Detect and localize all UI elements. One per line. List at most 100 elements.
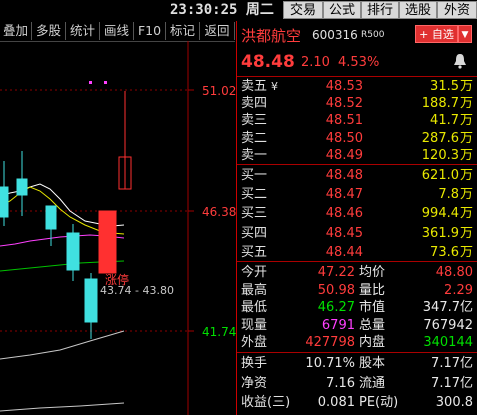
level-label: 卖四 [241, 96, 268, 112]
stat-row: 外盘 427798 内盘 340144 [237, 334, 477, 351]
tool-statistics[interactable]: 统计 [66, 22, 100, 40]
price-change: 2.10 [301, 55, 330, 70]
candle-today [118, 91, 132, 190]
level-unit: 万 [460, 113, 474, 129]
level-unit: 万 [460, 96, 474, 112]
stat-value: 48.80 [435, 265, 473, 280]
event-marker [89, 81, 92, 84]
level-mark: ¥ [271, 80, 278, 93]
clock: 23:30:25 周二 [170, 1, 274, 19]
level-price: 48.44 [325, 244, 363, 260]
stat-value: 340144 [423, 335, 473, 350]
stat-value: 427798 [305, 335, 355, 350]
level-label: 卖三 [241, 113, 268, 129]
price-label-high: 51.02 [202, 84, 236, 98]
menu-stock-picker[interactable]: 选股 [399, 1, 437, 19]
level-price: 48.49 [325, 147, 363, 163]
stat-value: 300.8 [435, 395, 473, 410]
orderbook-row[interactable]: 卖二 48.50 287.6 万 [237, 130, 477, 147]
level-volume: 994.4 [421, 206, 459, 222]
tool-overlay[interactable]: 叠加 [0, 22, 32, 40]
stat-label: PE(动) [359, 395, 399, 410]
level-volume: 7.8 [438, 187, 459, 203]
tool-f10[interactable]: F10 [134, 22, 166, 40]
orderbook-row[interactable]: 卖四 48.52 188.7 万 [237, 95, 477, 112]
level-price: 48.50 [325, 130, 363, 146]
tool-multi-stock[interactable]: 多股 [32, 22, 66, 40]
current-price: 48.48 [241, 52, 295, 72]
level-volume: 120.3 [421, 147, 459, 163]
candle [45, 205, 57, 246]
tool-draw-line[interactable]: 画线 [100, 22, 134, 40]
fundamental-row: 换手 10.71% 股本 7.17亿 [237, 355, 477, 372]
level-price: 48.52 [325, 96, 363, 112]
fundamental-row: 收益(三) 0.081 PE(动) 300.8 [237, 394, 477, 411]
level-volume: 73.6 [430, 244, 459, 260]
level-price: 48.51 [325, 113, 363, 129]
tool-back[interactable]: 返回 [200, 22, 235, 40]
stat-label: 净资 [241, 375, 268, 391]
level-label: 卖一 [241, 147, 268, 163]
stat-value: 46.27 [317, 300, 355, 315]
orderbook-row[interactable]: 买二 48.47 7.8 万 [237, 186, 477, 203]
stat-label: 外盘 [241, 335, 268, 350]
price-change-pct: 4.53% [338, 55, 380, 70]
menu-foreign-capital[interactable]: 外资 [437, 1, 477, 19]
add-watchlist-button[interactable]: + 自选 [415, 25, 458, 43]
level-volume: 188.7 [421, 96, 459, 112]
stat-label: 现量 [241, 317, 268, 333]
stat-value: 2.29 [444, 282, 473, 298]
level-unit: 万 [460, 187, 474, 203]
alert-bell-icon[interactable] [453, 53, 467, 69]
orderbook-row[interactable]: 卖三 48.51 41.7 万 [237, 112, 477, 129]
stat-value: 7.16 [326, 375, 355, 391]
stock-name: 洪都航空 [241, 27, 302, 45]
stat-label: 今开 [241, 265, 268, 280]
candle-limit-up [98, 210, 117, 274]
stat-row: 最低 46.27 市值 347.7亿 [237, 299, 477, 316]
menu-trade[interactable]: 交易 [283, 1, 323, 19]
menu-formula[interactable]: 公式 [323, 1, 361, 19]
stat-label: 股本 [359, 356, 386, 371]
stat-label: 总量 [359, 317, 386, 333]
stat-value: 6791 [321, 317, 355, 333]
price-label-low: 41.74 [202, 325, 236, 339]
stat-label: 换手 [241, 356, 268, 371]
level-label: 买四 [241, 225, 268, 241]
ma-line-long [0, 330, 125, 360]
candle [16, 151, 28, 216]
chart-toolbar [0, 20, 235, 42]
level-label: 买三 [241, 206, 268, 222]
stat-label: 量比 [359, 282, 386, 298]
stat-label: 收益(三) [241, 395, 291, 410]
level-unit: 万 [460, 168, 474, 183]
stat-label: 流通 [359, 375, 386, 391]
orderbook-row[interactable]: 买四 48.45 361.9 万 [237, 225, 477, 242]
kline-chart[interactable]: 51.02 46.38 41.74 涨停 43.74 - 43.80 [0, 41, 236, 415]
price-label-mid: 46.38 [202, 205, 236, 219]
range-label: 43.74 - 43.80 [100, 284, 174, 297]
level-unit: 万 [460, 225, 474, 241]
orderbook-row[interactable]: 买一 48.48 621.0 万 [237, 167, 477, 184]
orderbook-row[interactable]: 卖一 48.49 120.3 万 [237, 147, 477, 164]
level-label: 买二 [241, 187, 268, 203]
level-unit: 万 [460, 206, 474, 222]
stat-label: 最高 [241, 282, 268, 298]
tool-mark[interactable]: 标记 [166, 22, 200, 40]
orderbook-row[interactable]: 卖五 ¥48.53 31.5 万 [237, 78, 477, 95]
level-volume: 621.0 [421, 168, 459, 183]
menu-ranking[interactable]: 排行 [361, 1, 399, 19]
stock-code: 600316 [312, 28, 358, 42]
stat-value: 7.17亿 [431, 375, 473, 391]
level-volume: 287.6 [421, 130, 459, 146]
stat-value: 7.17亿 [431, 356, 473, 371]
level-unit: 万 [460, 79, 474, 94]
ma-line-longest [0, 402, 125, 412]
stat-row: 最高 50.98 量比 2.29 [237, 282, 477, 299]
orderbook-row[interactable]: 买五 48.44 73.6 万 [237, 244, 477, 261]
orderbook-row[interactable]: 买三 48.46 994.4 万 [237, 205, 477, 222]
watchlist-dropdown-button[interactable]: ▼ [458, 25, 472, 43]
level-volume: 31.5 [430, 79, 459, 94]
stat-value: 347.7亿 [422, 300, 473, 315]
level-label: 卖二 [241, 130, 268, 146]
